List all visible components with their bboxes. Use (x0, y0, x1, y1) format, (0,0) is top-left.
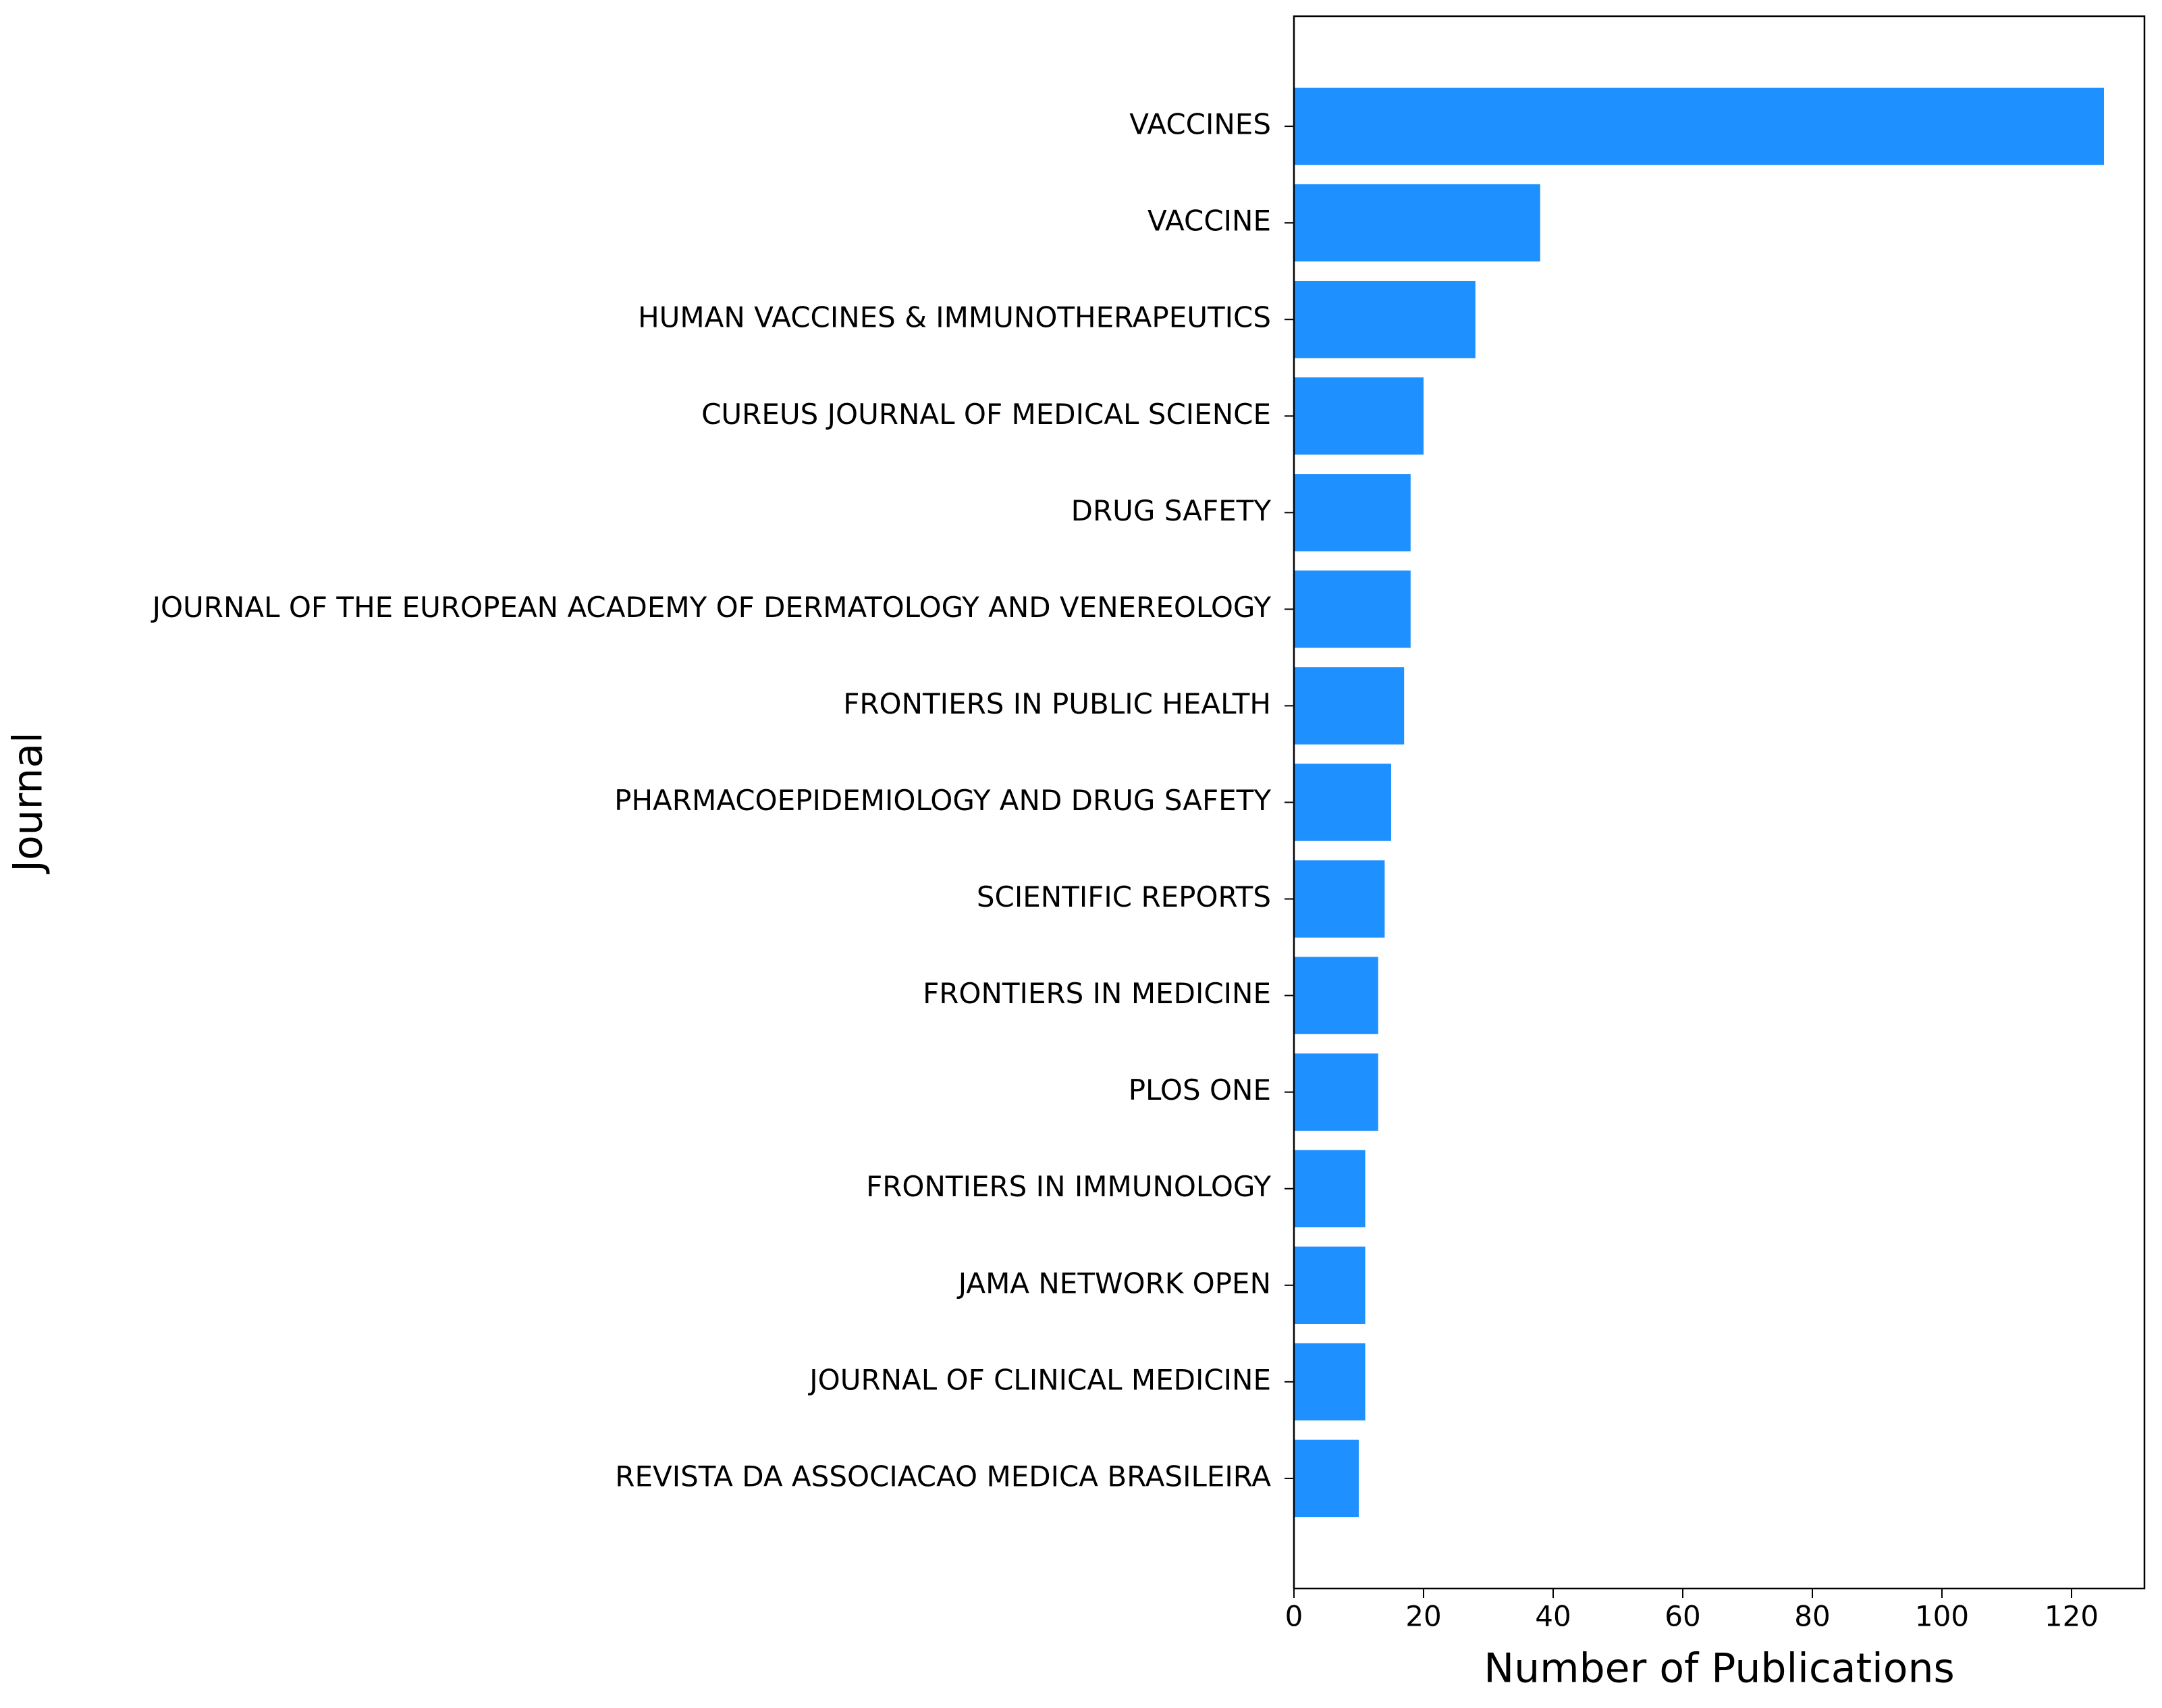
plot-frame (1293, 15, 2146, 1590)
bar (1294, 1150, 1366, 1227)
y-tick-label: FRONTIERS IN MEDICINE (923, 977, 1271, 1010)
y-tick-label: FRONTIERS IN IMMUNOLOGY (866, 1170, 1271, 1203)
bar (1294, 377, 1424, 455)
y-tick-label: PLOS ONE (1129, 1073, 1271, 1106)
x-tick-label: 100 (1915, 1600, 1969, 1633)
bar (1294, 764, 1391, 841)
bar (1294, 280, 1476, 358)
y-tick-label: HUMAN VACCINES & IMMUNOTHERAPEUTICS (638, 301, 1271, 334)
x-tick-label: 120 (2045, 1600, 2099, 1633)
x-tick-label: 60 (1665, 1600, 1700, 1633)
y-tick-label: PHARMACOEPIDEMIOLOGY AND DRUG SAFETY (614, 784, 1271, 817)
bar (1294, 1246, 1366, 1325)
y-tick-label: CUREUS JOURNAL OF MEDICAL SCIENCE (701, 398, 1271, 431)
x-tick-label: 20 (1405, 1600, 1441, 1633)
y-axis-label: Journal (5, 732, 52, 875)
x-tick-label: 0 (1285, 1600, 1303, 1633)
x-tick-label: 40 (1535, 1600, 1571, 1633)
bar (1294, 1439, 1359, 1518)
bar (1294, 860, 1385, 938)
y-tick-label: REVISTA DA ASSOCIACAO MEDICA BRASILEIRA (615, 1460, 1271, 1493)
x-axis-label: Number of Publications (1484, 1645, 1955, 1692)
bar (1294, 1343, 1366, 1421)
y-tick-label: DRUG SAFETY (1071, 494, 1272, 527)
bar (1294, 87, 2104, 165)
bar (1294, 184, 1540, 262)
bar (1294, 570, 1411, 648)
y-tick-label: JOURNAL OF CLINICAL MEDICINE (807, 1363, 1271, 1396)
y-tick-label: FRONTIERS IN PUBLIC HEALTH (843, 687, 1271, 720)
bar (1294, 474, 1411, 552)
x-tick-label: 80 (1794, 1600, 1830, 1633)
y-tick-label: JAMA NETWORK OPEN (956, 1266, 1271, 1300)
bar (1294, 1053, 1378, 1131)
y-tick-label: SCIENTIFIC REPORTS (977, 880, 1271, 913)
y-tick-label: VACCINE (1147, 205, 1271, 238)
y-tick-label: VACCINES (1129, 108, 1271, 141)
bar (1294, 957, 1378, 1034)
y-tick-label: JOURNAL OF THE EUROPEAN ACADEMY OF DERMA… (151, 591, 1272, 624)
bar (1294, 667, 1405, 745)
